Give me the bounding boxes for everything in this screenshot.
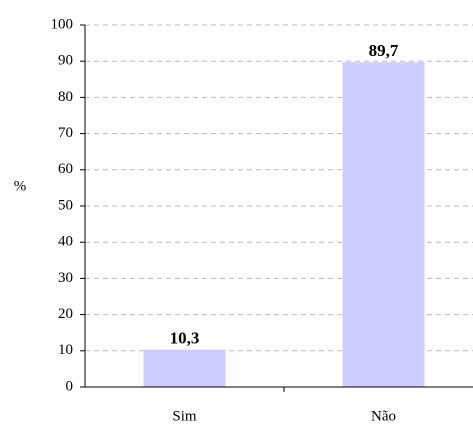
y-tick-label: 50: [58, 197, 73, 213]
bar: [342, 62, 425, 387]
bar: [143, 349, 226, 387]
y-tick-label: 60: [58, 161, 73, 177]
x-tick-label: Sim: [172, 408, 197, 424]
value-label: 89,7: [369, 41, 399, 60]
y-tick-label: 80: [58, 89, 73, 105]
y-tick-label: 90: [58, 53, 73, 69]
y-axis-label: %: [14, 178, 27, 194]
y-tick-label: 70: [58, 125, 73, 141]
y-tick-label: 40: [58, 234, 73, 250]
x-tick-label: Não: [371, 408, 396, 424]
value-label: 10,3: [170, 329, 200, 348]
y-tick-label: 20: [58, 306, 73, 322]
y-tick-label: 30: [58, 270, 73, 286]
y-tick-label: 0: [66, 378, 74, 394]
y-tick-label: 100: [51, 16, 74, 32]
y-tick-label: 10: [58, 342, 73, 358]
